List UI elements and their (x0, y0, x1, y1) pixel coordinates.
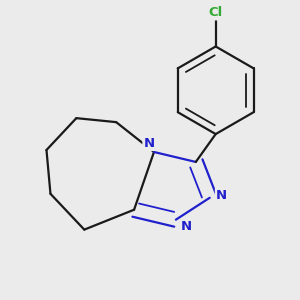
Text: N: N (144, 137, 155, 150)
Text: N: N (216, 189, 227, 202)
Text: N: N (180, 220, 191, 233)
Text: Cl: Cl (208, 6, 223, 19)
